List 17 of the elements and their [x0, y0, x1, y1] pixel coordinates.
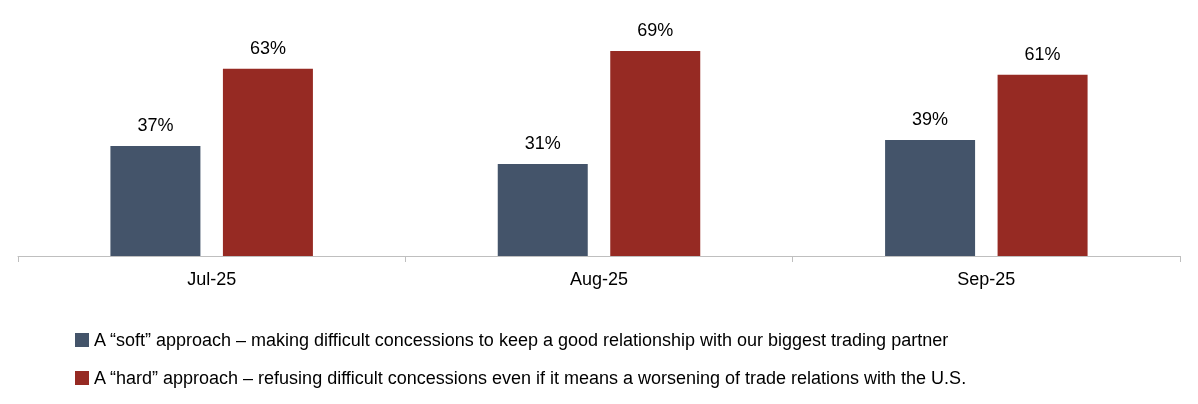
data-label: 39% — [912, 109, 949, 130]
bar — [497, 163, 588, 256]
data-label: 63% — [249, 37, 286, 58]
data-label: 61% — [1024, 43, 1061, 64]
data-label: 69% — [637, 19, 674, 40]
data-label: 31% — [524, 132, 561, 153]
bar — [885, 140, 976, 256]
x-tick-label: Aug-25 — [569, 269, 629, 289]
legend-label: A “soft” approach – making difficult concessions to keep a good relationship with our biggest trading partner — [94, 330, 949, 350]
data-label: 37% — [137, 115, 174, 136]
legend-label: A “hard” approach – refusing difficult concessions even if it means a worsening of trade relations with the U.S. — [94, 368, 967, 388]
bar — [222, 68, 313, 256]
bar — [997, 74, 1088, 256]
x-tick-label: Jul-25 — [187, 269, 237, 289]
bar — [610, 50, 701, 256]
bar — [110, 146, 201, 256]
x-tick-label: Sep-25 — [957, 269, 1016, 289]
